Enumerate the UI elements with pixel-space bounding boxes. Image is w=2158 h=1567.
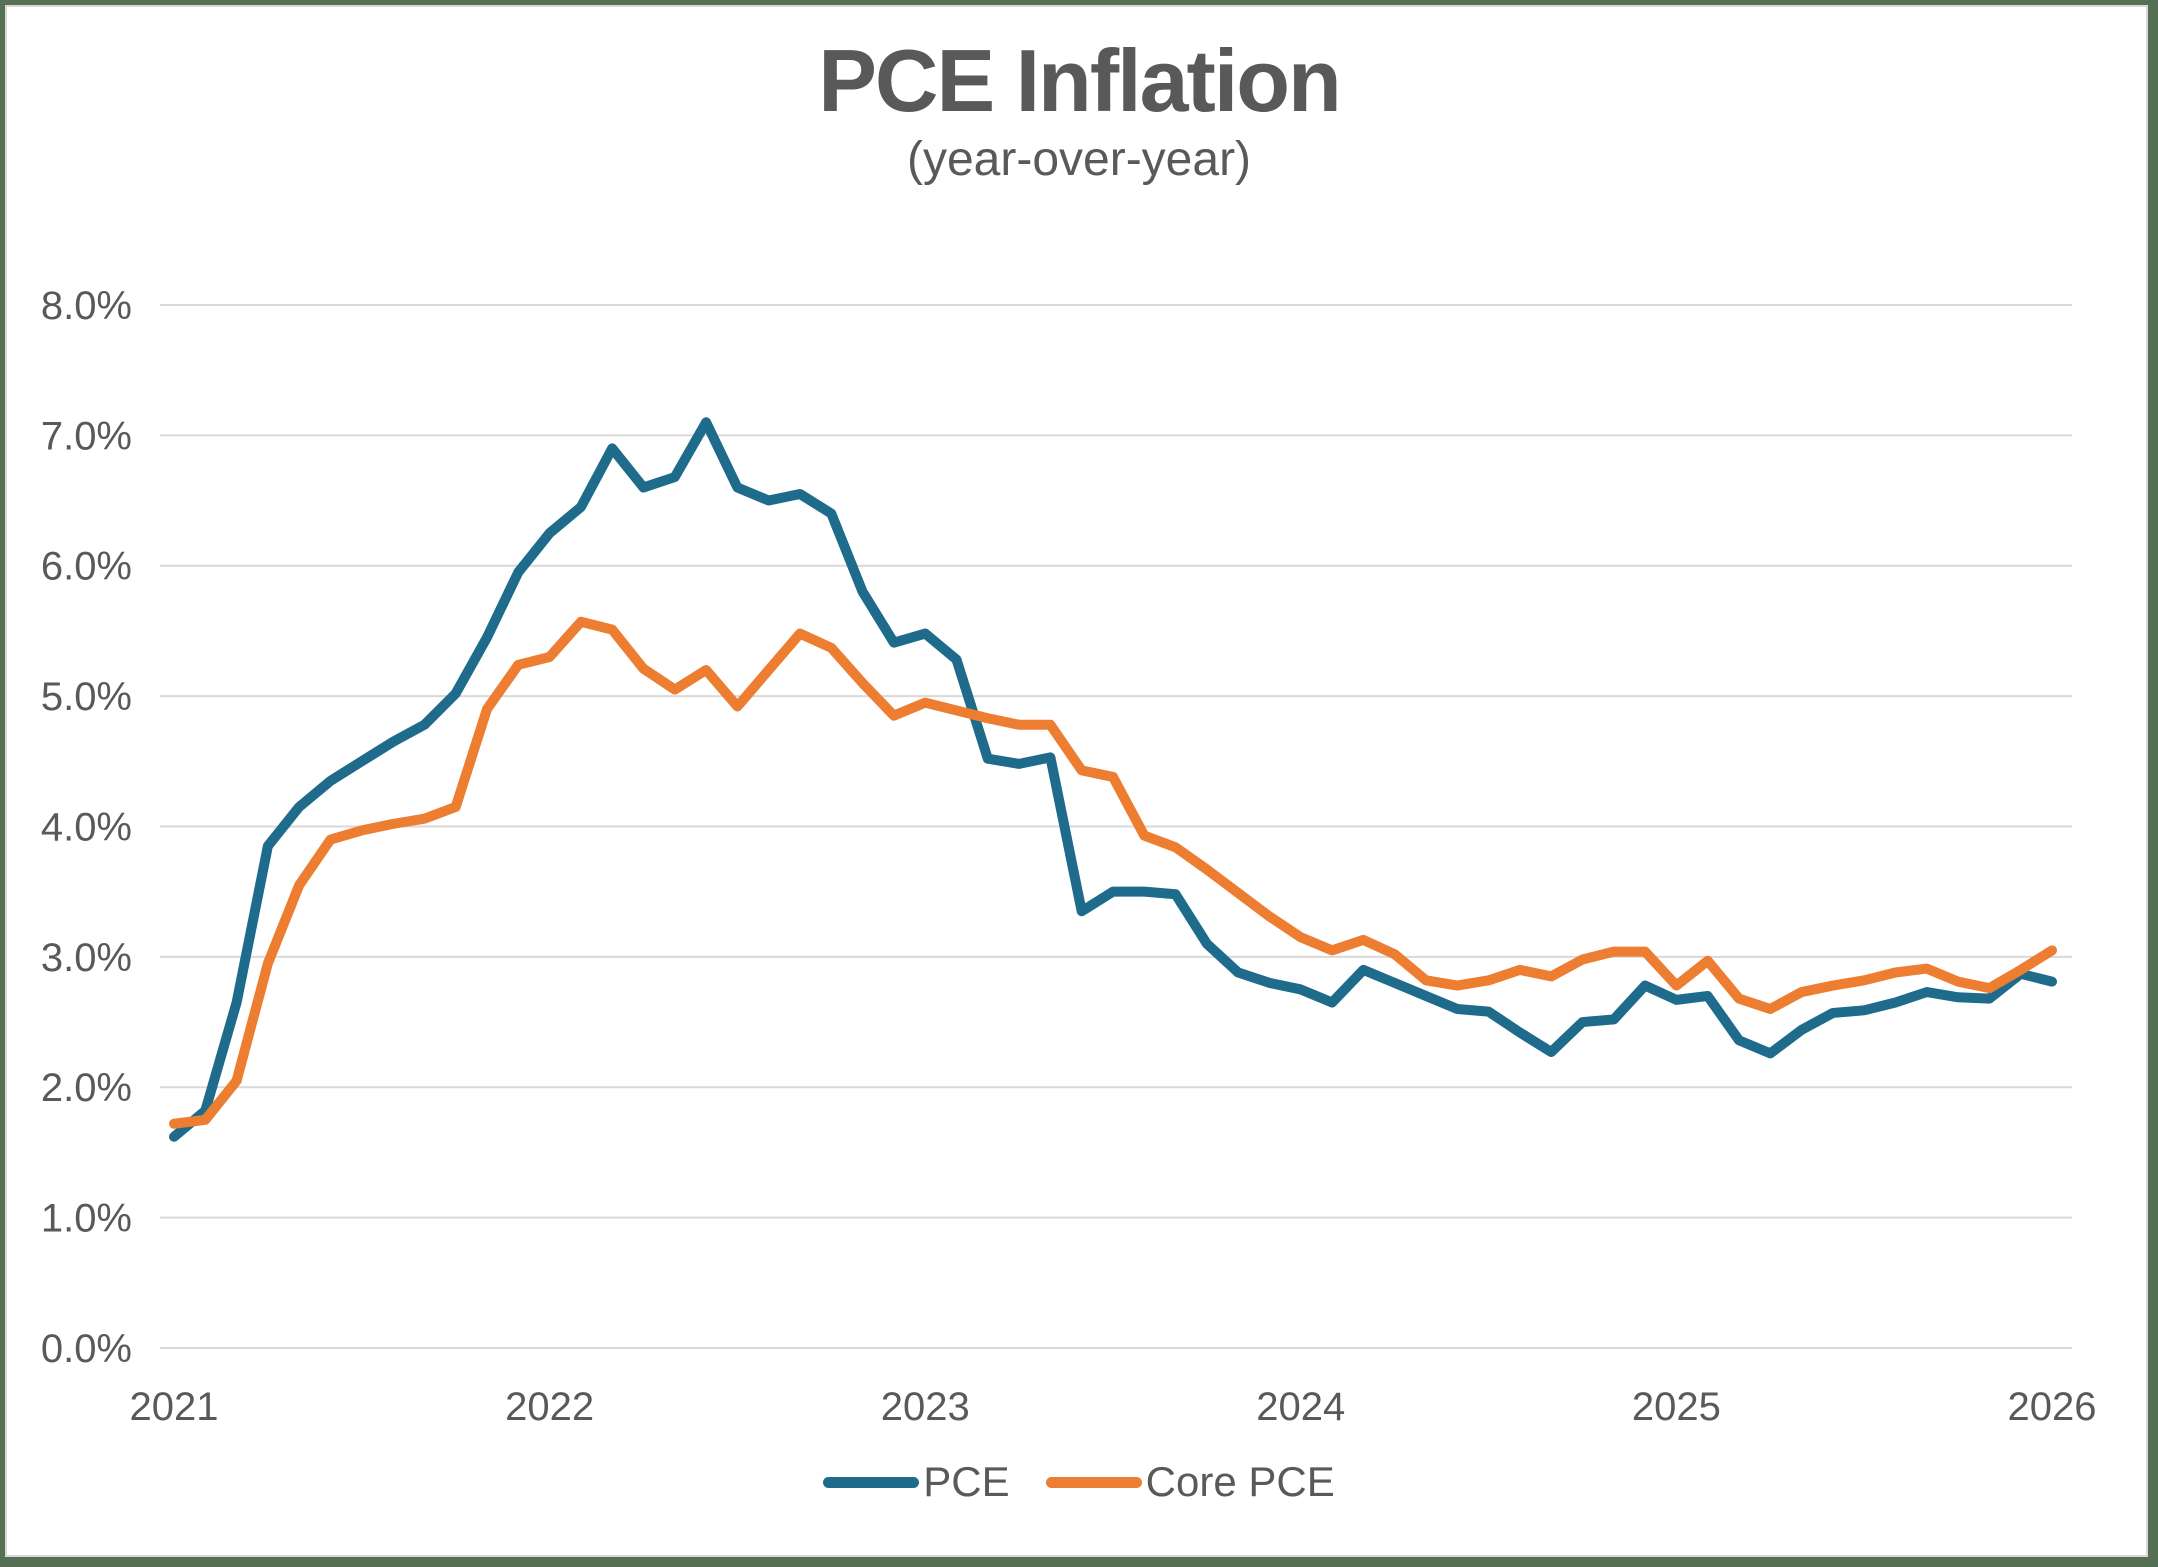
chart-canvas [5,5,2148,1557]
